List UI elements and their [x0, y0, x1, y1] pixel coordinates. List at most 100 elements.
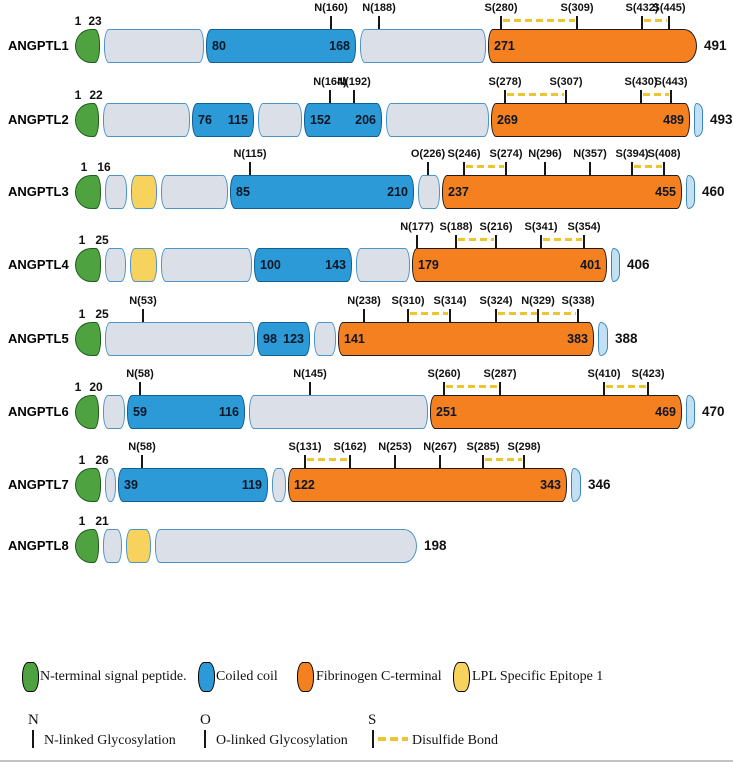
linker-segment [314, 322, 336, 356]
fibrinogen-segment: 251 469 [430, 395, 682, 429]
site-tick [439, 455, 441, 468]
end-cap-segment [686, 395, 695, 429]
disulfide-bond-dash [643, 93, 669, 97]
linker-segment [386, 103, 489, 137]
site-tick [363, 309, 365, 322]
site-label: S(310) [391, 295, 425, 307]
site-tick [309, 382, 311, 395]
start-residue-label: 23 [88, 14, 102, 28]
site-label: N(357) [573, 148, 607, 160]
site-tick [394, 455, 396, 468]
site-label: S(423) [631, 368, 665, 380]
segment-end-number: 489 [663, 113, 684, 127]
legend-marker-tick [204, 730, 206, 748]
coiled-coil-segment: 85 210 [230, 175, 414, 209]
site-tick [577, 309, 579, 322]
start-residue-label: 1 [74, 88, 82, 102]
start-residue-label: 16 [97, 160, 111, 174]
site-label: S(324) [479, 295, 513, 307]
start-residue-label: 1 [74, 14, 82, 28]
start-residue-label: 1 [74, 380, 82, 394]
protein-name: ANGPTL1 [8, 38, 69, 53]
disulfide-bond-dash [458, 238, 494, 242]
segment-start-number: 100 [260, 258, 281, 272]
legend-marker-letter: N [28, 712, 39, 728]
protein-name: ANGPTL7 [8, 477, 69, 492]
start-residue-label: 20 [89, 380, 103, 394]
site-tick [505, 162, 507, 175]
legend-swatch-orange [297, 662, 314, 692]
segment-start-number: 179 [418, 258, 439, 272]
segment-start-number: 80 [212, 39, 226, 53]
end-residue-label: 460 [702, 184, 725, 199]
start-residue-label: 21 [95, 514, 109, 528]
site-label: N(53) [129, 295, 157, 307]
segment-start-number: 269 [497, 113, 518, 127]
segment-end-number: 168 [329, 39, 350, 53]
site-label: S(354) [567, 221, 601, 233]
legend-swatch-blue [198, 662, 215, 692]
fibrinogen-segment: 141 383 [338, 322, 594, 356]
end-residue-label: 406 [627, 257, 650, 272]
site-label: O(226) [410, 148, 446, 160]
site-tick [647, 382, 649, 395]
site-tick [670, 90, 672, 103]
legend-label: N-terminal signal peptide. [40, 669, 187, 684]
site-label: N(160) [314, 2, 348, 14]
site-label: N(164) [313, 76, 347, 88]
site-label: S(445) [652, 2, 686, 14]
site-label: N(296) [528, 148, 562, 160]
protein-name: ANGPTL3 [8, 184, 69, 199]
coiled-coil-segment: 76 115 [192, 103, 254, 137]
end-residue-label: 493 [710, 112, 733, 127]
site-tick [449, 309, 451, 322]
site-label: S(394) [615, 148, 649, 160]
disulfide-bond-dash [543, 238, 582, 242]
coiled-coil-segment: 39 119 [118, 468, 268, 502]
site-tick [641, 16, 643, 29]
site-tick [416, 235, 418, 248]
start-residue-label: 22 [89, 88, 103, 102]
fibrinogen-segment: 179 401 [412, 248, 607, 282]
coiled-coil-segment: 100 143 [254, 248, 352, 282]
segment-end-number: 343 [540, 478, 561, 492]
lpl-epitope-segment [131, 175, 157, 209]
site-tick [142, 309, 144, 322]
protein-name: ANGPTL4 [8, 257, 69, 272]
site-label: S(314) [433, 295, 467, 307]
signal-peptide-segment [75, 175, 101, 209]
disulfide-bond-dash [466, 165, 504, 169]
site-tick [463, 162, 465, 175]
segment-end-number: 383 [567, 332, 588, 346]
end-residue-label: 491 [704, 38, 727, 53]
site-tick [603, 382, 605, 395]
site-label: N(192) [337, 76, 371, 88]
site-label: N(329) [521, 295, 555, 307]
segment-start-number: 39 [124, 478, 138, 492]
site-tick [427, 162, 429, 175]
protein-name: ANGPTL2 [8, 112, 69, 127]
end-cap-segment [686, 175, 695, 209]
segment-start-number: 76 [198, 113, 212, 127]
legend-marker-letter: O [200, 712, 211, 728]
protein-name: ANGPTL5 [8, 331, 69, 346]
coiled-coil-segment: 80 168 [206, 29, 356, 63]
start-residue-label: 1 [80, 160, 88, 174]
site-label: N(177) [400, 221, 434, 233]
site-label: S(341) [524, 221, 558, 233]
segment-start-number: 251 [436, 405, 457, 419]
start-residue-label: 1 [78, 307, 86, 321]
signal-peptide-segment [75, 468, 101, 502]
site-tick [495, 309, 497, 322]
site-tick [249, 162, 251, 175]
site-tick [495, 235, 497, 248]
site-tick [523, 455, 525, 468]
site-label: N(267) [423, 441, 457, 453]
site-tick [330, 16, 332, 29]
site-tick [668, 16, 670, 29]
linker-segment [161, 175, 228, 209]
legend-marker-tick [32, 730, 34, 748]
start-residue-label: 25 [95, 307, 109, 321]
segment-end-number: 116 [218, 405, 239, 419]
legend-label: Fibrinogen C-terminal [316, 669, 442, 684]
